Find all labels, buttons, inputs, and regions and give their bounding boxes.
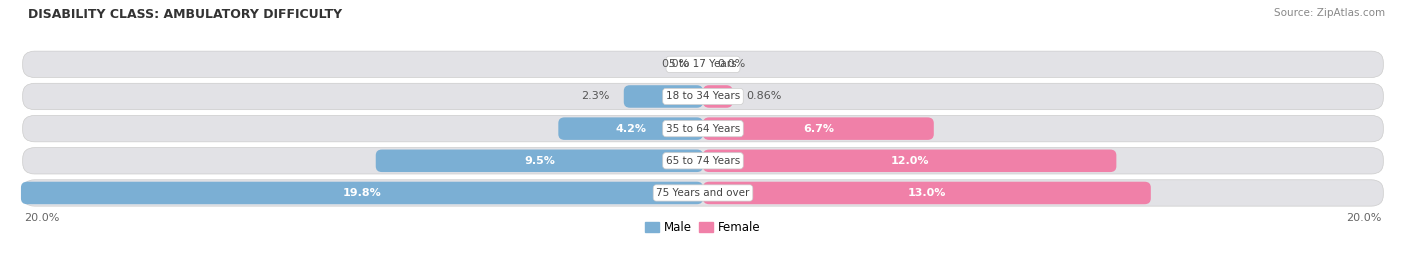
Text: 18 to 34 Years: 18 to 34 Years: [666, 91, 740, 102]
Text: 2.3%: 2.3%: [582, 91, 610, 102]
Text: 9.5%: 9.5%: [524, 156, 555, 166]
Text: 4.2%: 4.2%: [616, 124, 647, 134]
Text: Source: ZipAtlas.com: Source: ZipAtlas.com: [1274, 8, 1385, 18]
Text: 19.8%: 19.8%: [343, 188, 381, 198]
Text: 0.86%: 0.86%: [747, 91, 782, 102]
Text: 20.0%: 20.0%: [24, 213, 60, 223]
Text: DISABILITY CLASS: AMBULATORY DIFFICULTY: DISABILITY CLASS: AMBULATORY DIFFICULTY: [28, 8, 342, 21]
FancyBboxPatch shape: [558, 117, 703, 140]
FancyBboxPatch shape: [22, 83, 1384, 110]
FancyBboxPatch shape: [703, 85, 733, 108]
FancyBboxPatch shape: [22, 116, 1384, 142]
Text: 0.0%: 0.0%: [661, 59, 689, 69]
Legend: Male, Female: Male, Female: [641, 216, 765, 239]
Text: 6.7%: 6.7%: [803, 124, 834, 134]
Text: 20.0%: 20.0%: [1346, 213, 1382, 223]
FancyBboxPatch shape: [22, 51, 1384, 77]
FancyBboxPatch shape: [21, 182, 703, 204]
FancyBboxPatch shape: [22, 148, 1384, 174]
Text: 5 to 17 Years: 5 to 17 Years: [669, 59, 737, 69]
FancyBboxPatch shape: [624, 85, 703, 108]
Text: 35 to 64 Years: 35 to 64 Years: [666, 124, 740, 134]
Text: 0.0%: 0.0%: [717, 59, 745, 69]
Text: 65 to 74 Years: 65 to 74 Years: [666, 156, 740, 166]
Text: 12.0%: 12.0%: [890, 156, 929, 166]
FancyBboxPatch shape: [703, 117, 934, 140]
FancyBboxPatch shape: [22, 180, 1384, 206]
FancyBboxPatch shape: [703, 182, 1152, 204]
Text: 13.0%: 13.0%: [908, 188, 946, 198]
FancyBboxPatch shape: [375, 150, 703, 172]
FancyBboxPatch shape: [703, 150, 1116, 172]
Text: 75 Years and over: 75 Years and over: [657, 188, 749, 198]
